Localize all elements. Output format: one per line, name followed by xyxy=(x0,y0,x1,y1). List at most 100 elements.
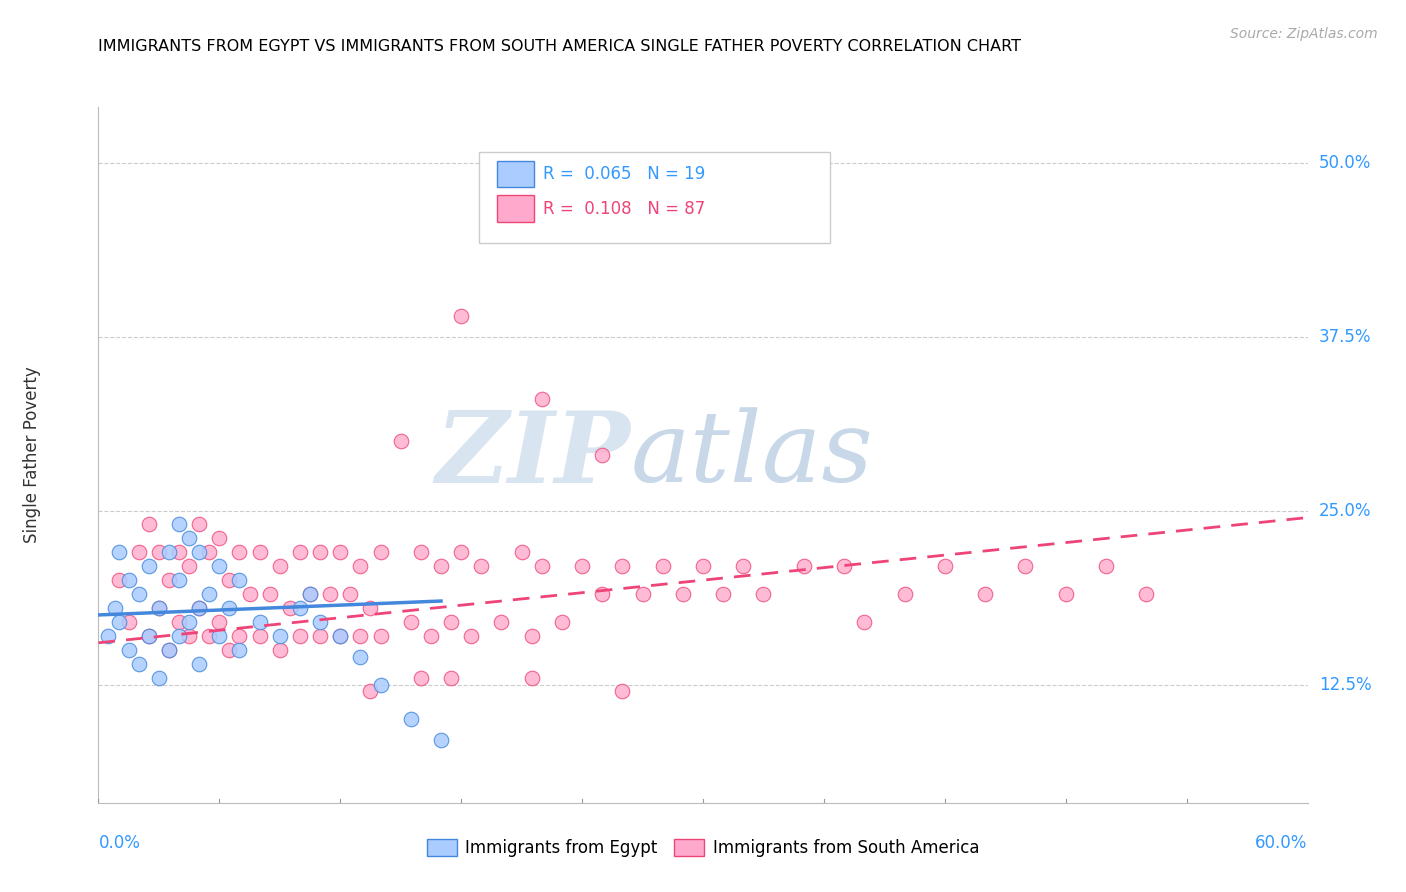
Text: ZIP: ZIP xyxy=(436,407,630,503)
Point xyxy=(389,434,412,448)
Point xyxy=(329,545,352,559)
Point xyxy=(893,587,915,601)
Point xyxy=(651,559,673,574)
Point xyxy=(409,671,432,685)
Point xyxy=(208,559,231,574)
Point xyxy=(470,559,492,574)
Point xyxy=(329,629,352,643)
Point xyxy=(530,559,553,574)
Point xyxy=(157,642,180,657)
Point xyxy=(329,629,352,643)
Point xyxy=(103,601,125,615)
Point xyxy=(349,649,371,664)
Point xyxy=(167,573,190,587)
Point xyxy=(591,587,613,601)
FancyBboxPatch shape xyxy=(498,161,534,187)
Point xyxy=(631,587,654,601)
Point xyxy=(360,684,382,698)
Text: R =  0.065   N = 19: R = 0.065 N = 19 xyxy=(543,165,706,183)
Text: 25.0%: 25.0% xyxy=(1319,501,1371,519)
Point xyxy=(177,559,201,574)
Point xyxy=(148,671,170,685)
Text: IMMIGRANTS FROM EGYPT VS IMMIGRANTS FROM SOUTH AMERICA SINGLE FATHER POVERTY COR: IMMIGRANTS FROM EGYPT VS IMMIGRANTS FROM… xyxy=(98,38,1021,54)
Point xyxy=(430,559,453,574)
Point xyxy=(177,629,201,643)
Text: 0.0%: 0.0% xyxy=(98,834,141,852)
Point xyxy=(249,545,271,559)
Point xyxy=(440,615,463,629)
Point xyxy=(167,545,190,559)
Point xyxy=(853,615,876,629)
Text: 12.5%: 12.5% xyxy=(1319,675,1371,693)
Point xyxy=(591,448,613,462)
Point xyxy=(208,629,231,643)
Point xyxy=(188,517,211,532)
Point xyxy=(672,587,695,601)
Point xyxy=(167,615,190,629)
Point xyxy=(128,587,150,601)
Point xyxy=(138,629,160,643)
Text: 37.5%: 37.5% xyxy=(1319,327,1371,345)
Point xyxy=(239,587,262,601)
Point xyxy=(450,309,472,323)
Point xyxy=(198,629,221,643)
Point xyxy=(138,517,160,532)
Point xyxy=(107,573,129,587)
Point xyxy=(934,559,956,574)
Point xyxy=(97,629,120,643)
Text: 50.0%: 50.0% xyxy=(1319,153,1371,171)
Point xyxy=(148,601,170,615)
Point xyxy=(107,615,129,629)
Text: 60.0%: 60.0% xyxy=(1256,834,1308,852)
Point xyxy=(249,615,271,629)
Point xyxy=(269,629,291,643)
Point xyxy=(278,601,301,615)
Point xyxy=(360,601,382,615)
Point xyxy=(339,587,361,601)
Point xyxy=(188,601,211,615)
Point xyxy=(450,545,472,559)
Point xyxy=(249,629,271,643)
Point xyxy=(309,629,332,643)
Point xyxy=(349,629,371,643)
Point xyxy=(370,629,392,643)
Point xyxy=(370,677,392,691)
Point xyxy=(228,642,250,657)
Text: Source: ZipAtlas.com: Source: ZipAtlas.com xyxy=(1230,27,1378,41)
Point xyxy=(167,629,190,643)
Point xyxy=(832,559,855,574)
Point xyxy=(118,615,141,629)
Point xyxy=(269,559,291,574)
Point xyxy=(1135,587,1157,601)
Point xyxy=(148,545,170,559)
Point xyxy=(370,545,392,559)
Point xyxy=(218,573,240,587)
Point xyxy=(319,587,342,601)
Point xyxy=(1014,559,1036,574)
Point xyxy=(269,642,291,657)
Point xyxy=(309,545,332,559)
Legend: Immigrants from Egypt, Immigrants from South America: Immigrants from Egypt, Immigrants from S… xyxy=(420,832,986,864)
Point xyxy=(107,545,129,559)
Point xyxy=(157,642,180,657)
FancyBboxPatch shape xyxy=(498,195,534,222)
Point xyxy=(157,545,180,559)
Point xyxy=(571,559,593,574)
Point xyxy=(138,559,160,574)
Point xyxy=(118,573,141,587)
Point xyxy=(1095,559,1118,574)
Point xyxy=(128,545,150,559)
Point xyxy=(228,629,250,643)
Point xyxy=(460,629,482,643)
Point xyxy=(309,615,332,629)
Point xyxy=(208,615,231,629)
Point xyxy=(118,642,141,657)
Point xyxy=(177,615,201,629)
Text: Single Father Poverty: Single Father Poverty xyxy=(22,367,41,543)
Point xyxy=(409,545,432,559)
Point xyxy=(692,197,714,211)
Point xyxy=(399,615,422,629)
Point xyxy=(399,712,422,726)
Point xyxy=(188,601,211,615)
Point xyxy=(299,587,322,601)
